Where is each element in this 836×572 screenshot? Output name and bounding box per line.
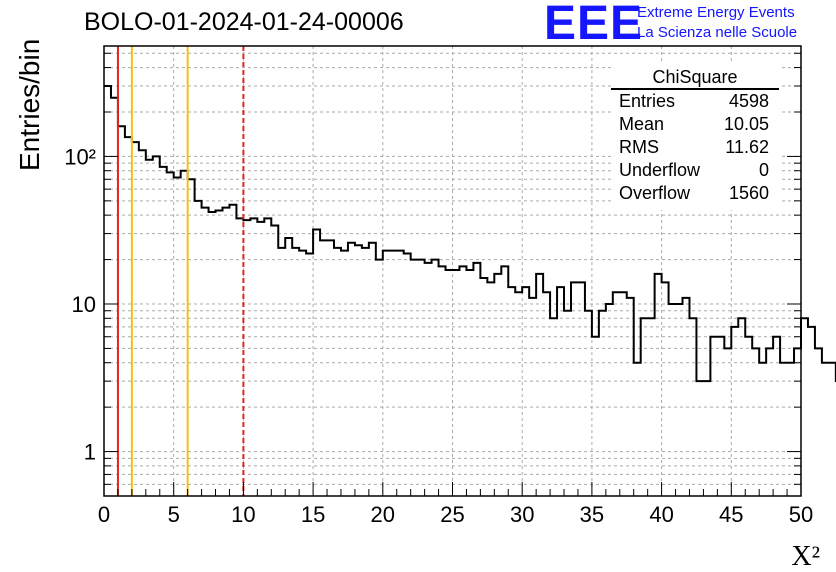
- x-tick-label: 20: [371, 502, 395, 527]
- x-tick-label: 45: [719, 502, 743, 527]
- y-axis-label: Entries/bin: [14, 38, 45, 171]
- x-tick-label: 50: [789, 502, 813, 527]
- x-tick-label: 0: [98, 502, 110, 527]
- stats-value: 1560: [728, 183, 769, 203]
- stats-row-rms: RMS 11.62: [611, 136, 779, 159]
- stats-label: Entries: [619, 91, 676, 111]
- x-tick-label: 35: [580, 502, 604, 527]
- x-tick-label: 25: [440, 502, 464, 527]
- x-tick-label: 15: [301, 502, 325, 527]
- y-tick-label: 1: [84, 440, 96, 465]
- x-tick-label: 5: [168, 502, 180, 527]
- stats-row-overflow: Overflow 1560: [611, 182, 779, 205]
- stats-row-entries: Entries 4598: [611, 90, 779, 113]
- stats-value: 10.05: [723, 114, 769, 134]
- eee-logo: EEE: [544, 0, 644, 50]
- stats-box: ChiSquare Entries 4598 Mean 10.05 RMS 11…: [611, 64, 779, 210]
- stats-label: Mean: [619, 114, 665, 134]
- stats-row-mean: Mean 10.05: [611, 113, 779, 136]
- logo-line-1: Extreme Energy Events: [637, 4, 795, 21]
- stats-value: 11.62: [725, 137, 769, 157]
- stats-label: Overflow: [619, 183, 691, 203]
- stats-label: RMS: [619, 137, 659, 157]
- stats-value: 0: [758, 160, 769, 180]
- logo-line-2: La Scienza nelle Scuole: [637, 24, 798, 41]
- histogram-series: [104, 85, 836, 383]
- y-tick-label: 10²: [64, 144, 96, 169]
- x-tick-label: 10: [231, 502, 255, 527]
- stats-title: ChiSquare: [611, 64, 779, 90]
- x-tick-label: 40: [649, 502, 673, 527]
- chart-title: BOLO-01-2024-01-24-00006: [84, 8, 404, 36]
- stats-row-underflow: Underflow 0: [611, 159, 779, 182]
- stats-value: 4598: [728, 91, 769, 111]
- y-tick-label: 10: [72, 292, 96, 317]
- x-axis-label: X²: [791, 541, 820, 572]
- x-tick-label: 30: [510, 502, 534, 527]
- stats-label: Underflow: [619, 160, 701, 180]
